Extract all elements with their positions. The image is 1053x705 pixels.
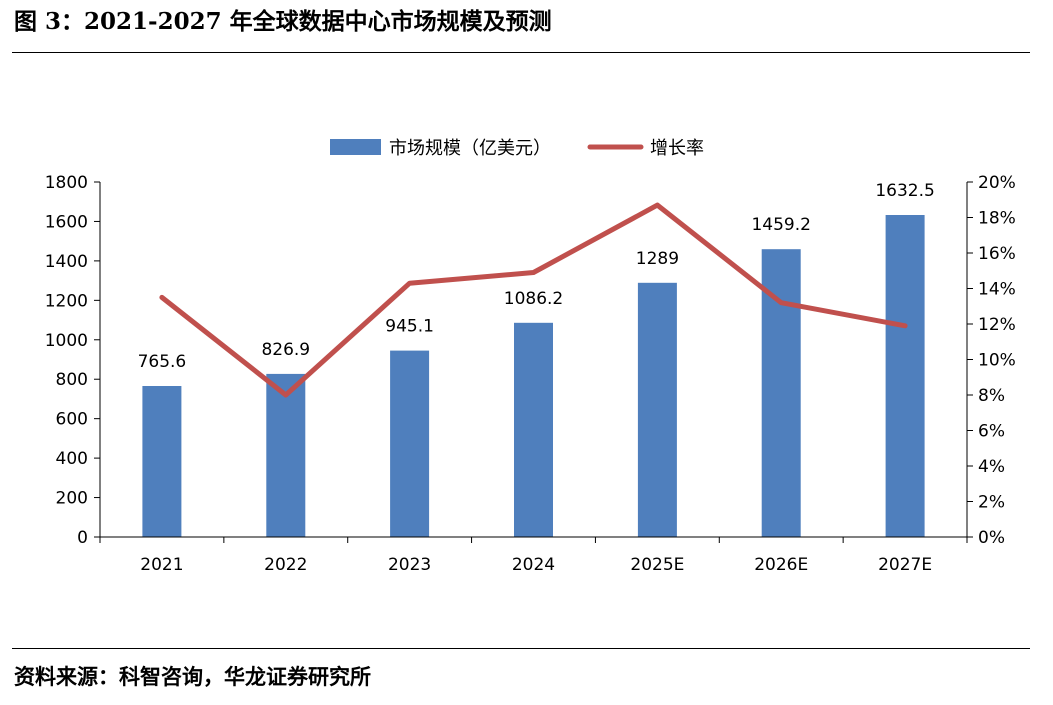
bar-2023 (390, 350, 430, 537)
right-tick-label-2pct: 2% (978, 493, 1005, 513)
left-tick-label-1600: 1600 (45, 212, 88, 232)
growth-point-2022 (283, 393, 288, 397)
bar-2024 (514, 322, 553, 537)
growth-point-2021 (159, 295, 164, 300)
right-tick-label-18pct: 18% (978, 209, 1016, 229)
right-tick-label-16pct: 16% (978, 244, 1016, 264)
left-tick-label-1400: 1400 (45, 252, 88, 272)
right-tick-label-10pct: 10% (978, 351, 1016, 371)
x-tick-label-2021: 2021 (140, 555, 183, 575)
legend-line-label: 增长率 (650, 138, 704, 159)
right-tick-label-8pct: 8% (978, 386, 1005, 406)
left-tick-label-800: 800 (56, 370, 88, 390)
source-divider (12, 648, 1030, 649)
bar-2021 (142, 386, 182, 537)
left-tick-label-600: 600 (56, 410, 88, 430)
x-tick-label-2022: 2022 (264, 555, 307, 575)
growth-point-2024 (531, 270, 536, 275)
growth-point-2025E (655, 203, 660, 208)
x-tick-label-2026E: 2026E (754, 555, 808, 575)
bar-value-label-2022: 826.9 (261, 340, 310, 360)
bar-value-label-2023: 945.1 (385, 317, 434, 337)
growth-point-2027E (903, 323, 908, 328)
left-tick-label-200: 200 (56, 489, 88, 509)
growth-point-2026E (779, 300, 784, 305)
x-tick-label-2024: 2024 (512, 555, 555, 575)
figure-title: 图 3：2021-2027 年全球数据中心市场规模及预测 (14, 8, 552, 35)
left-tick-label-0: 0 (77, 528, 88, 548)
x-tick-label-2027E: 2027E (878, 555, 932, 575)
x-tick-label-2023: 2023 (388, 555, 431, 575)
bar-2025E (637, 282, 677, 537)
legend-bar-swatch (330, 139, 381, 155)
right-tick-label-0pct: 0% (978, 528, 1005, 548)
bar-2026E (761, 249, 801, 537)
x-tick-label-2025E: 2025E (630, 555, 684, 575)
legend-bar-label: 市场规模（亿美元） (389, 138, 551, 159)
right-tick-label-12pct: 12% (978, 315, 1016, 335)
title-divider (12, 52, 1030, 53)
right-tick-label-4pct: 4% (978, 457, 1005, 477)
right-tick-label-14pct: 14% (978, 280, 1016, 300)
left-tick-label-1800: 1800 (45, 173, 88, 193)
left-tick-label-1000: 1000 (45, 331, 88, 351)
bar-value-label-2027E: 1632.5 (875, 181, 934, 201)
right-tick-label-6pct: 6% (978, 422, 1005, 442)
left-tick-label-400: 400 (56, 449, 88, 469)
right-tick-label-20pct: 20% (978, 173, 1016, 193)
left-tick-label-1200: 1200 (45, 291, 88, 311)
growth-point-2023 (407, 281, 412, 286)
bar-2022 (266, 373, 306, 537)
bar-2027E (885, 215, 925, 537)
source-note: 资料来源：科智咨询，华龙证券研究所 (14, 664, 371, 689)
bar-value-label-2025E: 1289 (636, 249, 679, 269)
bar-value-label-2024: 1086.2 (504, 289, 563, 309)
bar-value-label-2021: 765.6 (138, 352, 187, 372)
bar-value-label-2026E: 1459.2 (751, 215, 810, 235)
